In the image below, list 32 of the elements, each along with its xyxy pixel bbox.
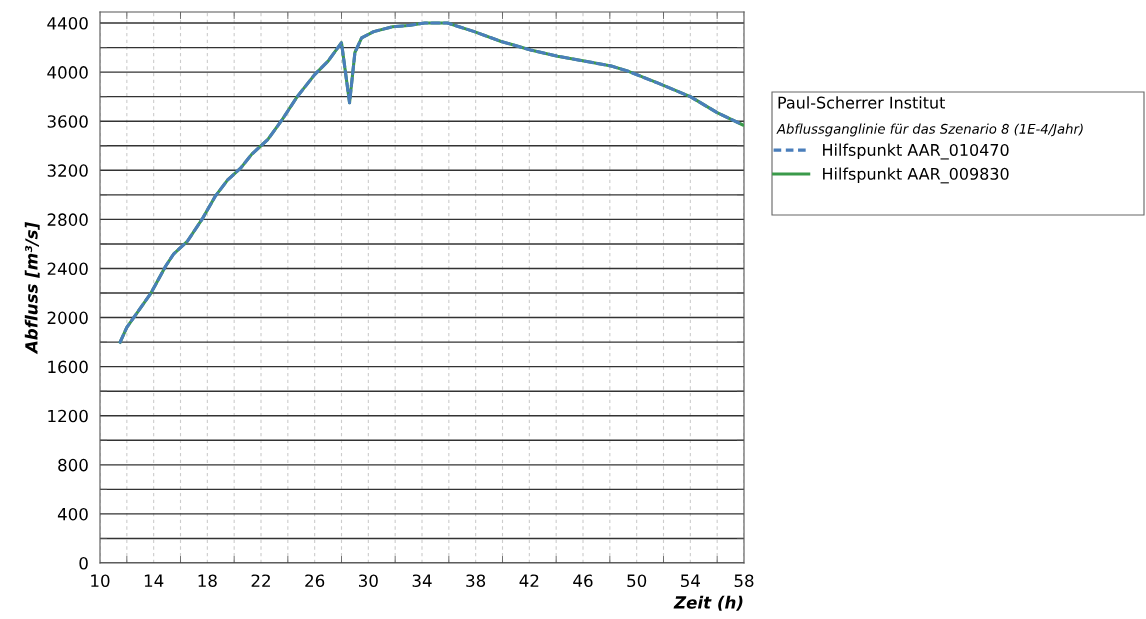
- x-axis-title: Zeit (h): [673, 595, 743, 611]
- x-tick-label: 46: [573, 574, 593, 588]
- y-tick-label: 800: [58, 458, 88, 472]
- legend-label: Hilfspunkt AAR_010470: [823, 143, 1009, 160]
- y-tick-label: 2000: [47, 311, 88, 325]
- legend-title: Paul-Scherrer Institut: [778, 96, 945, 109]
- y-axis-title: Abfluss [m³/s]: [24, 222, 40, 355]
- y-tick-label: 1200: [48, 409, 88, 423]
- y-tick-label: 0: [79, 556, 88, 570]
- x-tick-label: 18: [198, 574, 217, 588]
- y-tick-label: 4400: [47, 17, 88, 30]
- x-tick-label: 14: [144, 574, 164, 587]
- x-tick-label: 22: [251, 574, 270, 587]
- y-tick-label: 2400: [47, 262, 88, 276]
- x-tick-label: 58: [734, 574, 754, 588]
- x-tick-label: 26: [305, 574, 325, 588]
- x-tick-label: 42: [519, 574, 539, 587]
- y-tick-label: 2800: [47, 213, 88, 226]
- x-tick-label: 34: [412, 574, 432, 588]
- y-tick-label: 4000: [47, 66, 88, 79]
- y-tick-label: 3600: [47, 115, 88, 128]
- text: Abflussganglinie für das Szenario 8 (1E-4/Jahr): [776, 123, 1083, 137]
- legend-label: Hilfspunkt AAR_009830: [823, 167, 1009, 184]
- x-tick-label: 10: [91, 574, 110, 588]
- x-tick-label: 30: [359, 574, 378, 588]
- y-tick-label: 400: [57, 507, 88, 521]
- y-tick-label: 3200: [47, 164, 88, 177]
- x-tick-label: 38: [466, 574, 486, 588]
- x-tick-label: 50: [627, 574, 647, 588]
- x-tick-label: 54: [681, 574, 700, 588]
- y-tick-label: 1600: [48, 360, 88, 374]
- line-series: [118, 21, 744, 344]
